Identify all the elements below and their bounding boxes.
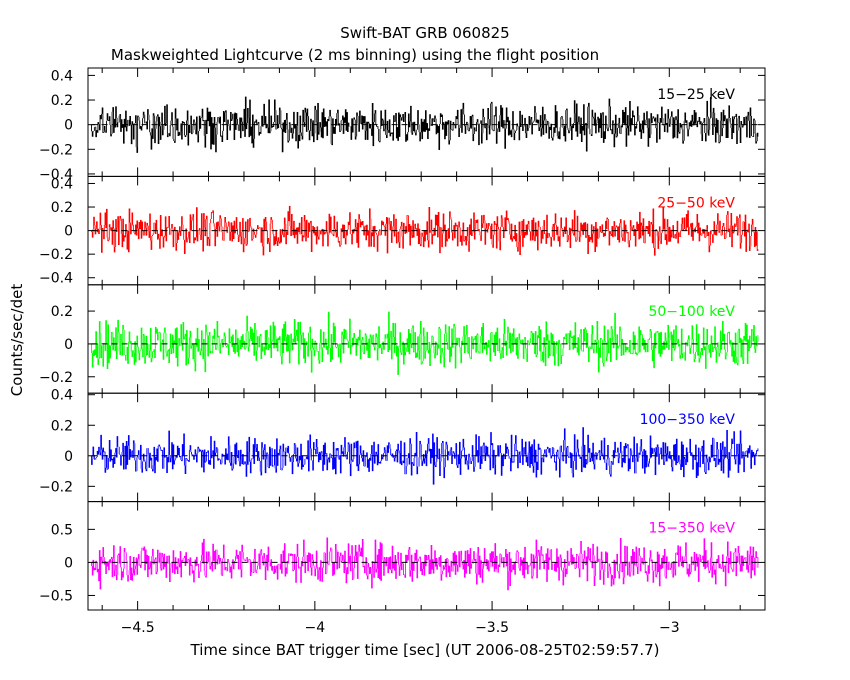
y-tick-label-3-3: 0.4 <box>51 388 73 404</box>
x-tick-label-0: −4.5 <box>121 620 155 636</box>
panel-frame-4 <box>87 501 766 611</box>
band-label-3: 100−350 keV <box>640 412 736 428</box>
panel-3: −0.2 0 0.2 0.4 100−350 keV <box>39 388 766 503</box>
y-tick-label-3-1: 0 <box>64 449 73 465</box>
series-trace-4 <box>91 537 759 591</box>
y-tick-label-0-3: 0.2 <box>51 93 73 109</box>
y-tick-label-3-0: −0.2 <box>39 479 73 495</box>
y-tick-label-0-1: −0.2 <box>39 142 73 158</box>
y-tick-label-2-0: −0.2 <box>39 370 73 386</box>
panel-0: −0.4 −0.2 0 0.2 0.4 15−25 keV <box>39 67 766 183</box>
panel-4: −0.5 0 0.5 15−350 keV <box>39 501 766 611</box>
y-axis-label: Counts/sec/det <box>8 284 26 397</box>
x-tick-label-2: −3.5 <box>475 620 509 636</box>
y-tick-label-0-2: 0 <box>64 118 73 134</box>
y-tick-label-3-2: 0.2 <box>51 418 73 434</box>
x-tick-label-1: −4 <box>305 620 326 636</box>
series-trace-0 <box>91 96 759 153</box>
y-tick-label-2-1: 0 <box>64 337 73 353</box>
y-tick-label-4-0: −0.5 <box>39 588 73 604</box>
panel-group: −0.4 −0.2 0 0.2 0.4 15−25 keV −0.4 −0.2 0 0.2 0.4 2… <box>39 67 766 636</box>
series-trace-2 <box>91 311 759 375</box>
band-label-4: 15−350 keV <box>648 521 735 537</box>
chart-title: Swift-BAT GRB 060825 <box>340 24 509 42</box>
panel-2: −0.2 0 0.2 50−100 keV <box>39 284 766 394</box>
y-tick-label-4-1: 0 <box>64 555 73 571</box>
band-label-2: 50−100 keV <box>648 304 735 320</box>
series-trace-1 <box>91 205 759 256</box>
y-tick-label-1-4: 0.4 <box>51 176 73 192</box>
series-trace-3 <box>91 427 759 485</box>
x-axis-label: Time since BAT trigger time [sec] (UT 20… <box>190 641 660 659</box>
panel-1: −0.4 −0.2 0 0.2 0.4 25−50 keV <box>39 175 766 287</box>
y-tick-label-1-0: −0.4 <box>39 271 73 287</box>
y-tick-label-4-2: 0.5 <box>51 522 73 538</box>
y-tick-label-0-0: −0.4 <box>39 167 73 183</box>
band-label-1: 25−50 keV <box>657 195 735 211</box>
y-tick-label-0-4: 0.4 <box>51 68 73 84</box>
y-tick-label-1-2: 0 <box>64 224 73 240</box>
chart-subtitle: Maskweighted Lightcurve (2 ms binning) u… <box>111 46 599 64</box>
band-label-0: 15−25 keV <box>657 87 735 103</box>
y-tick-label-1-3: 0.2 <box>51 200 73 216</box>
x-tick-label-3: −3 <box>659 620 680 636</box>
y-tick-label-1-1: −0.2 <box>39 247 73 263</box>
y-tick-label-2-2: 0.2 <box>51 304 73 320</box>
